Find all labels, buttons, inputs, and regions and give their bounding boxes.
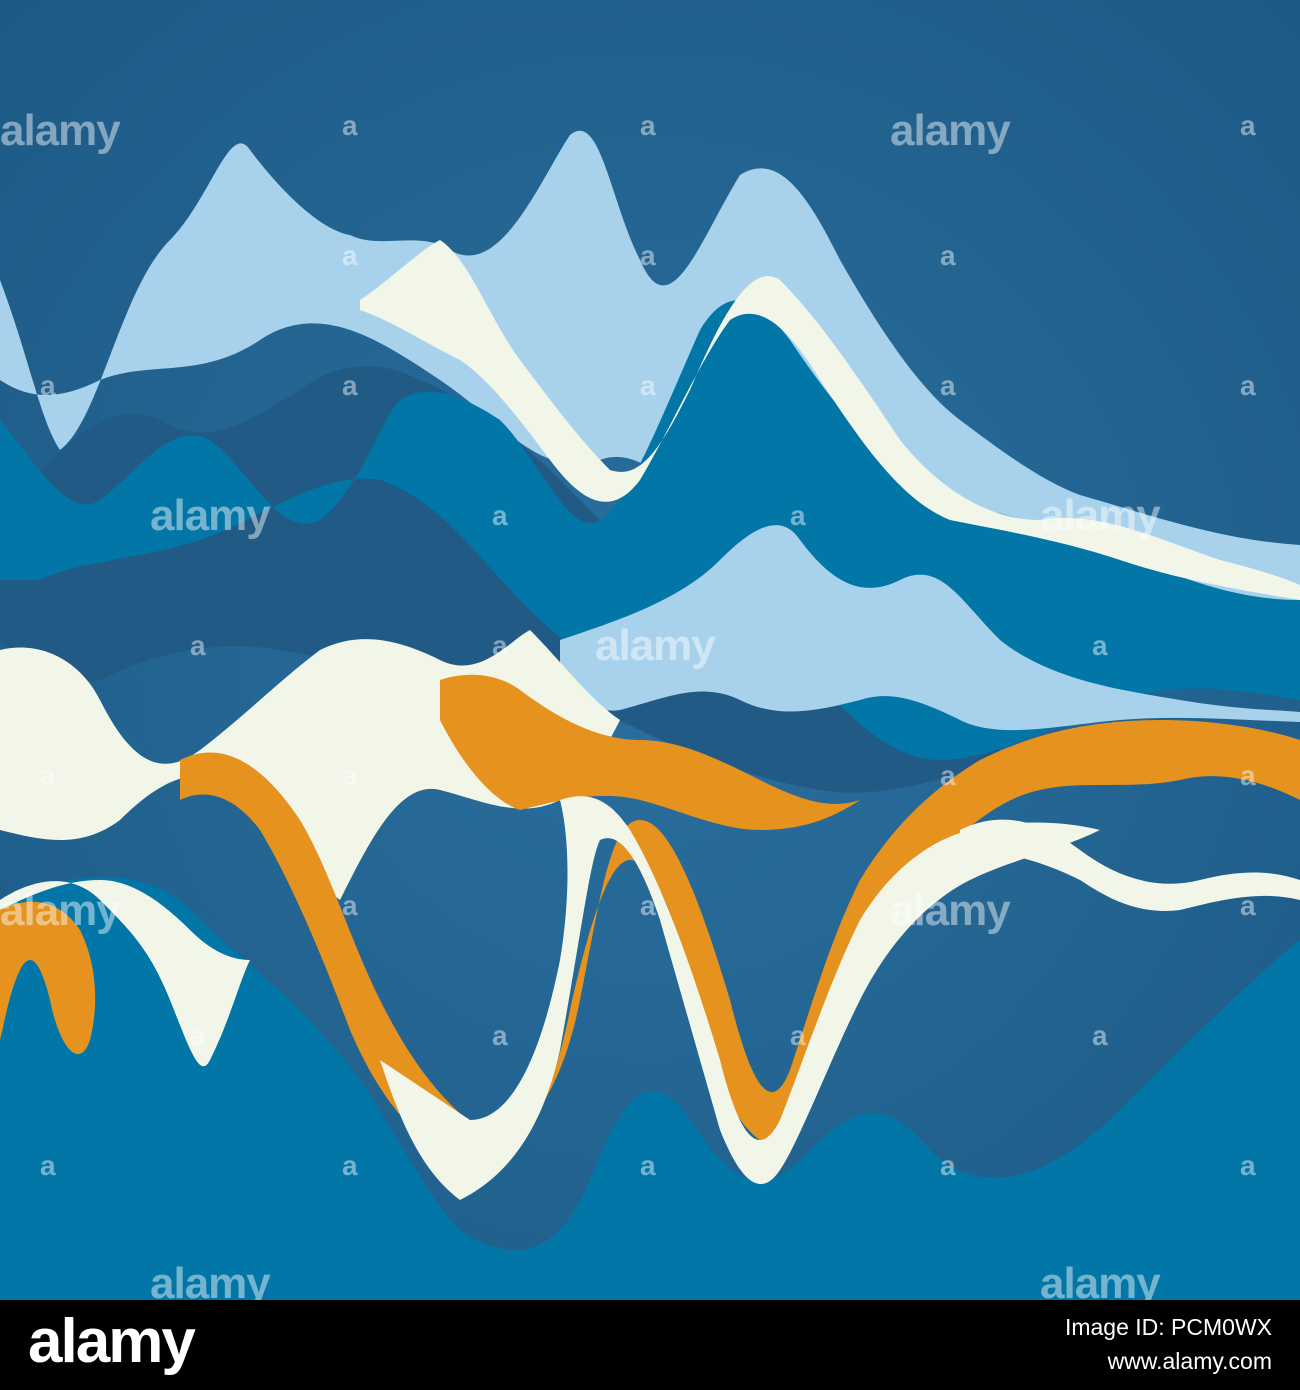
- watermark-glyph: a: [342, 890, 358, 921]
- wave-band-cream-right: [960, 819, 1300, 911]
- watermark-text: alamy: [150, 491, 271, 540]
- watermark-glyph: a: [342, 370, 358, 401]
- watermark-glyph: a: [640, 890, 656, 921]
- wave-band-cream-lower: [380, 796, 1100, 1200]
- footer-bar: alamy Image ID: PCM0WX www.alamy.com: [0, 1300, 1300, 1390]
- wave-band-low-blue: [0, 876, 1300, 1300]
- watermark-glyph: a: [940, 370, 956, 401]
- watermark-text: alamy: [595, 621, 716, 670]
- watermark-glyph: a: [40, 370, 56, 401]
- image-id-label: Image ID: PCM0WX: [1064, 1314, 1272, 1340]
- watermark-glyph: a: [640, 370, 656, 401]
- watermark-glyph: a: [1240, 890, 1256, 921]
- watermark-glyph: a: [1092, 1020, 1108, 1051]
- watermark-text: alamy: [0, 886, 121, 935]
- watermark-text: alamy: [890, 886, 1011, 935]
- watermark-glyph: a: [1240, 760, 1256, 791]
- wave-band-orange: [180, 720, 1300, 1160]
- watermark-glyph: a: [1240, 110, 1256, 141]
- wave-band-cream-upper: [360, 240, 1300, 600]
- watermark-text: alamy: [890, 106, 1011, 155]
- watermark-glyph: a: [1092, 630, 1108, 661]
- watermark-glyph: a: [640, 1150, 656, 1181]
- wave-band-top-light-blue: [0, 130, 1300, 620]
- watermark-glyph: a: [492, 500, 508, 531]
- watermark-glyph: a: [940, 760, 956, 791]
- watermark-glyph: a: [342, 1150, 358, 1181]
- watermark-glyph: a: [640, 240, 656, 271]
- wave-band-orange-lower-left: [0, 901, 96, 1055]
- watermark-glyph: a: [190, 630, 206, 661]
- watermark-glyph: a: [40, 760, 56, 791]
- watermark-text: alamy: [1040, 491, 1161, 540]
- footer-brand-logo[interactable]: alamy: [28, 1307, 196, 1376]
- watermark-glyph: a: [190, 1020, 206, 1051]
- watermark-glyph: a: [342, 240, 358, 271]
- watermark-glyph: a: [790, 1020, 806, 1051]
- watermark-text: alamy: [1040, 1259, 1161, 1300]
- wave-band-orange-upper: [440, 674, 860, 830]
- watermark-glyph: a: [492, 630, 508, 661]
- watermark-text: alamy: [150, 1259, 271, 1300]
- footer-meta: Image ID: PCM0WX www.alamy.com: [1065, 1310, 1272, 1378]
- watermark-glyph: a: [940, 240, 956, 271]
- abstract-wave-artwork: alamy a a alamy a a a a a a a a a alamy …: [0, 0, 1300, 1300]
- watermark-layer: alamy a a alamy a a a a a a a a a alamy …: [0, 106, 1256, 1300]
- site-link[interactable]: www.alamy.com: [1107, 1348, 1272, 1374]
- watermark-glyph: a: [492, 1020, 508, 1051]
- watermark-glyph: a: [790, 500, 806, 531]
- watermark-glyph: a: [342, 760, 358, 791]
- watermark-glyph: a: [1240, 1150, 1256, 1181]
- watermark-glyph: a: [40, 1150, 56, 1181]
- watermark-glyph: a: [640, 110, 656, 141]
- wave-band-cream-lower-left: [0, 880, 250, 1067]
- watermark-glyph: a: [342, 110, 358, 141]
- watermark-glyph: a: [1240, 370, 1256, 401]
- watermark-text: alamy: [0, 106, 121, 155]
- wave-band-middle-light-blue: [560, 525, 1300, 731]
- watermark-glyph: a: [940, 1150, 956, 1181]
